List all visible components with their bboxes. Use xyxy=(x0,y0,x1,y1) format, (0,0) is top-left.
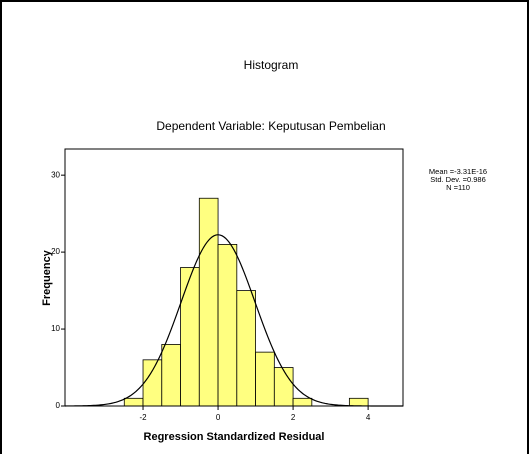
stats-label: N =110 xyxy=(446,183,470,192)
bar xyxy=(123,397,144,407)
bar xyxy=(142,359,163,407)
y-tick-label: 20 xyxy=(51,247,60,256)
stats-label: Std. Dev. =0.986 xyxy=(430,175,486,184)
chart-title: Histogram xyxy=(244,58,299,72)
bar xyxy=(255,351,275,407)
bar xyxy=(273,367,294,407)
bar xyxy=(217,244,238,407)
x-tick-label: 0 xyxy=(216,413,221,422)
y-axis-label: Frequency xyxy=(41,249,53,306)
plot-frame xyxy=(64,148,404,407)
x-tick-label: 2 xyxy=(291,413,296,422)
x-axis-label: Regression Standardized Residual xyxy=(144,431,325,443)
y-tick-label: 30 xyxy=(51,170,60,179)
y-tick-label: 0 xyxy=(56,401,61,410)
bar xyxy=(198,197,219,407)
stats-label: Mean =-3.31E-16 xyxy=(429,167,487,176)
bar xyxy=(292,397,313,407)
y-tick-label: 10 xyxy=(51,324,60,333)
x-tick-label: 4 xyxy=(366,413,371,422)
bar xyxy=(236,290,256,407)
x-tick-label: -2 xyxy=(139,413,147,422)
chart-subtitle: Dependent Variable: Keputusan Pembelian xyxy=(156,119,385,133)
bar xyxy=(180,267,200,407)
bar xyxy=(348,397,369,407)
bar xyxy=(161,344,181,407)
